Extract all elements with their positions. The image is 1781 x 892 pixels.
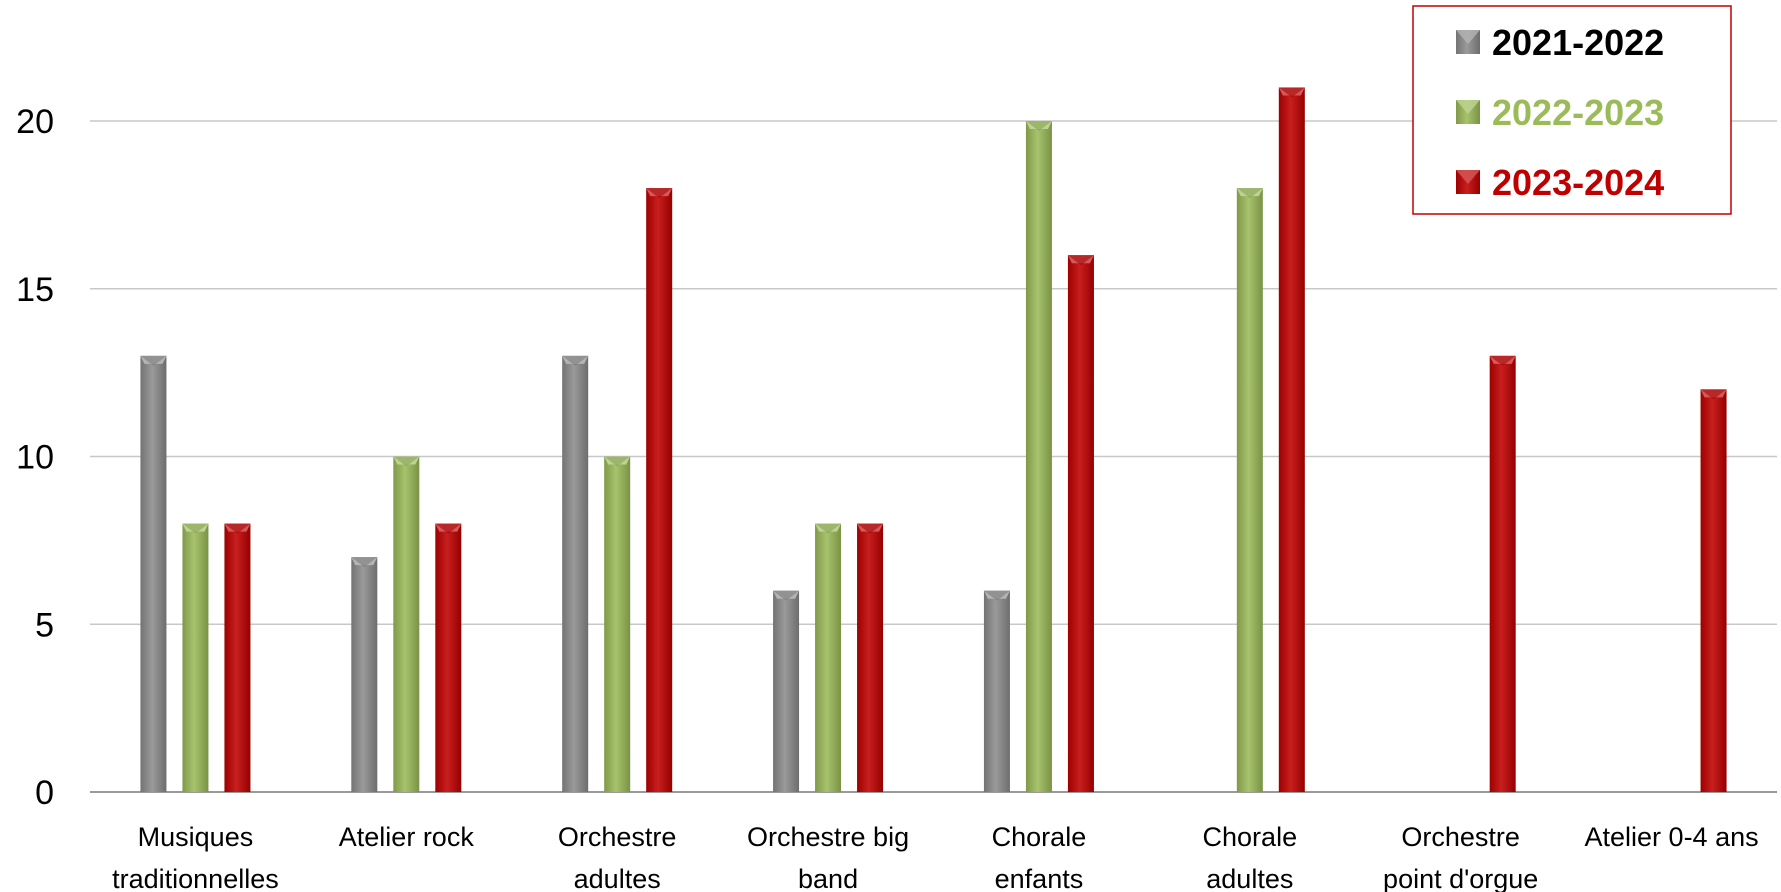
bar [1278, 87, 1305, 792]
legend-item: 2021-2022 [1456, 22, 1664, 63]
bar [983, 590, 1010, 792]
bar [773, 590, 800, 792]
x-tick-label: Orchestre [558, 822, 677, 852]
bar [140, 355, 167, 792]
legend-label: 2022-2023 [1492, 92, 1664, 133]
legend-item: 2022-2023 [1456, 92, 1664, 133]
gridlines [90, 120, 1777, 793]
x-tick-label: Chorale [992, 822, 1087, 852]
x-tick-label: Chorale [1203, 822, 1298, 852]
bars [140, 87, 1727, 793]
bar [351, 557, 378, 792]
x-tick-label: traditionnelles [112, 864, 279, 892]
x-axis: Musiques traditionnelles Atelier rock Orche… [112, 822, 1758, 892]
x-tick-label: Orchestre [1401, 822, 1520, 852]
x-tick-label: adultes [574, 864, 661, 892]
x-tick-label: enfants [995, 864, 1084, 892]
bar [1067, 255, 1094, 792]
legend-label: 2023-2024 [1492, 162, 1664, 203]
bar [182, 523, 209, 792]
legend-item: 2023-2024 [1456, 162, 1664, 203]
bar [1700, 389, 1727, 792]
y-tick-label: 15 [16, 271, 54, 309]
bar [604, 456, 631, 792]
bar [562, 355, 589, 792]
bar [646, 188, 673, 793]
x-tick-label: Atelier rock [339, 822, 475, 852]
y-axis: 0 5 10 15 20 [16, 103, 54, 812]
x-tick-label: adultes [1206, 864, 1293, 892]
bar [1025, 121, 1052, 792]
bar [815, 523, 842, 792]
y-tick-label: 20 [16, 103, 54, 141]
y-tick-label: 5 [35, 606, 54, 644]
legend-label: 2021-2022 [1492, 22, 1664, 63]
bar [857, 523, 884, 792]
bar [1236, 188, 1263, 793]
x-tick-label: Musiques [138, 822, 254, 852]
x-tick-label: Orchestre big [747, 822, 909, 852]
y-tick-label: 10 [16, 439, 54, 477]
bar [435, 523, 462, 792]
bar [393, 456, 420, 792]
bar [1489, 355, 1516, 792]
bar [224, 523, 251, 792]
legend: 2021-2022 2022-2023 2023-2024 [1412, 5, 1732, 215]
x-tick-label: point d'orgue [1383, 864, 1538, 892]
x-tick-label: band [798, 864, 858, 892]
y-tick-label: 0 [35, 774, 54, 812]
x-tick-label: Atelier 0-4 ans [1585, 822, 1759, 852]
